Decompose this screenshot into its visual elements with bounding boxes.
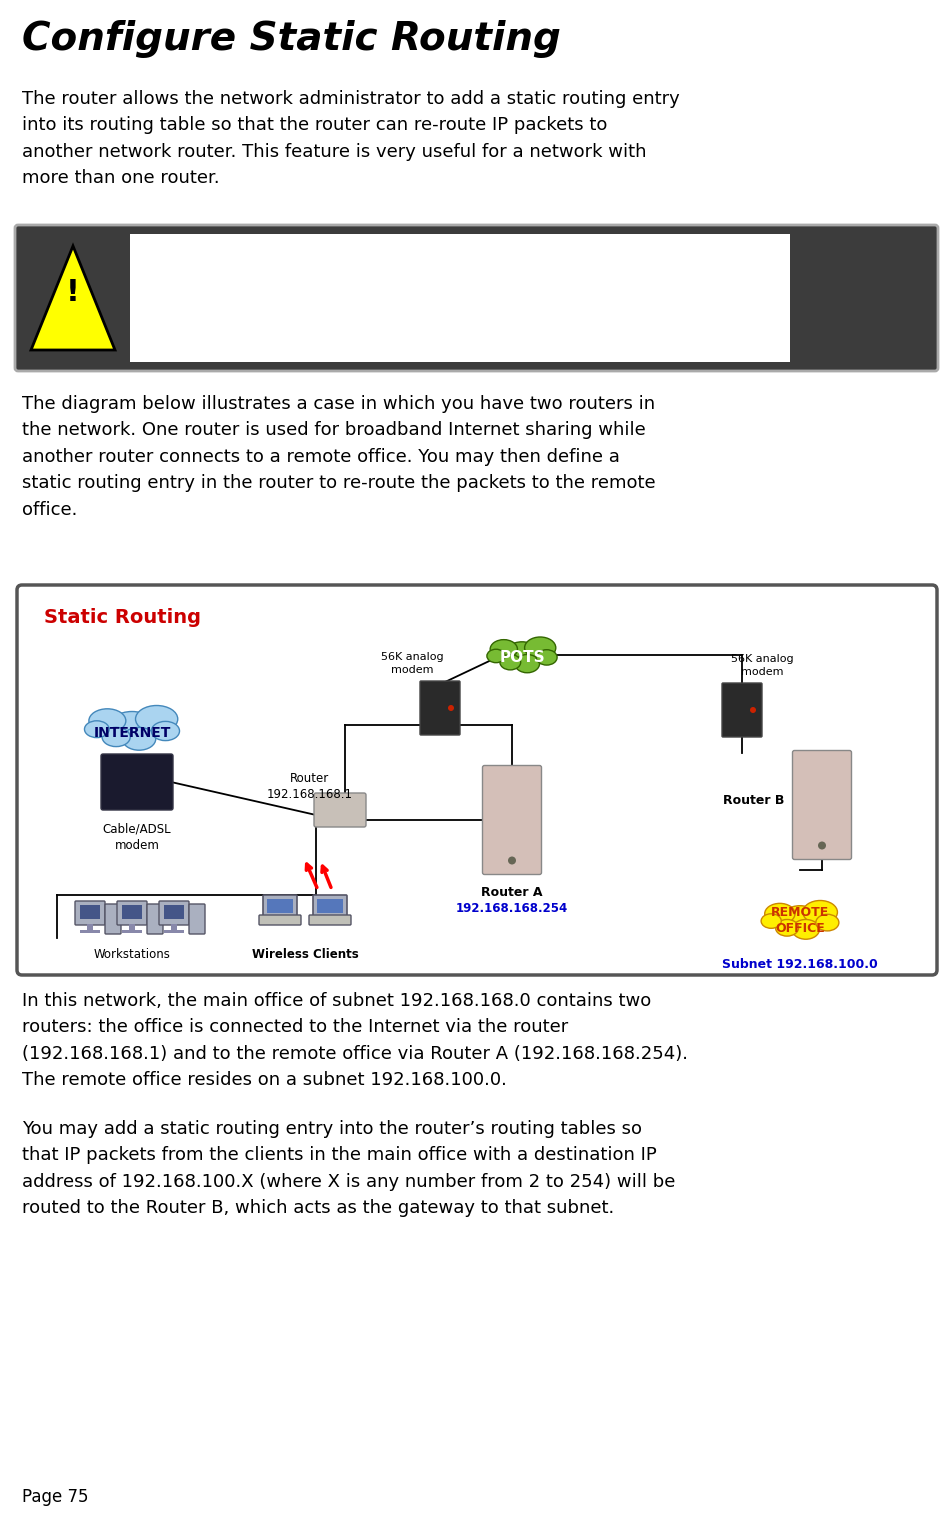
Text: The diagram below illustrates a case in which you have two routers in
the networ: The diagram below illustrates a case in …	[22, 395, 655, 519]
Polygon shape	[31, 246, 115, 351]
Ellipse shape	[500, 654, 520, 669]
FancyBboxPatch shape	[105, 905, 121, 934]
Text: Static Routing: Static Routing	[44, 609, 201, 627]
Ellipse shape	[780, 906, 819, 934]
Bar	[170, 924, 177, 931]
Text: POTS: POTS	[499, 651, 545, 665]
Ellipse shape	[536, 650, 557, 665]
Ellipse shape	[85, 721, 109, 738]
FancyBboxPatch shape	[188, 905, 205, 934]
Text: Router A: Router A	[481, 887, 543, 899]
FancyBboxPatch shape	[313, 792, 366, 827]
Text: Workstations: Workstations	[93, 949, 170, 961]
FancyBboxPatch shape	[482, 765, 541, 874]
Text: REMOTE
OFFICE: REMOTE OFFICE	[770, 906, 828, 935]
FancyBboxPatch shape	[308, 915, 350, 924]
Text: In this network, the main office of subnet 192.168.168.0 contains two
routers: t: In this network, the main office of subn…	[22, 991, 687, 1090]
Bar	[122, 905, 142, 918]
Bar	[129, 924, 135, 931]
Ellipse shape	[524, 638, 555, 659]
Ellipse shape	[135, 706, 178, 733]
Bar	[80, 905, 100, 918]
FancyBboxPatch shape	[15, 225, 937, 370]
FancyBboxPatch shape	[159, 902, 188, 924]
Circle shape	[507, 856, 515, 864]
FancyBboxPatch shape	[17, 584, 936, 975]
Text: Router B: Router B	[723, 794, 783, 806]
Ellipse shape	[504, 642, 540, 668]
Text: Subnet 192.168.100.0: Subnet 192.168.100.0	[722, 958, 877, 972]
Ellipse shape	[89, 709, 126, 733]
Text: 56K analog
modem: 56K analog modem	[380, 653, 443, 676]
Text: Wireless Clients: Wireless Clients	[251, 949, 358, 961]
Ellipse shape	[815, 914, 838, 931]
FancyBboxPatch shape	[117, 902, 147, 924]
Text: Configure Static Routing: Configure Static Routing	[22, 20, 561, 58]
Ellipse shape	[122, 727, 155, 750]
FancyBboxPatch shape	[75, 902, 105, 924]
FancyBboxPatch shape	[147, 905, 163, 934]
Ellipse shape	[761, 914, 781, 929]
Text: Page 75: Page 75	[22, 1488, 89, 1506]
FancyBboxPatch shape	[312, 896, 347, 917]
Text: Cable/ADSL
modem: Cable/ADSL modem	[103, 823, 171, 852]
FancyBboxPatch shape	[263, 896, 297, 917]
Ellipse shape	[775, 920, 798, 937]
FancyBboxPatch shape	[792, 750, 850, 859]
FancyBboxPatch shape	[420, 682, 460, 735]
Text: INTERNET: INTERNET	[93, 726, 170, 739]
Text: The router allows the network administrator to add a static routing entry
into i: The router allows the network administra…	[22, 90, 679, 187]
Ellipse shape	[791, 920, 819, 940]
Ellipse shape	[489, 639, 517, 659]
Ellipse shape	[486, 650, 505, 663]
Ellipse shape	[802, 900, 837, 924]
Ellipse shape	[102, 727, 130, 747]
Bar	[164, 905, 184, 918]
Bar	[267, 899, 292, 912]
Circle shape	[817, 841, 825, 850]
Text: !: !	[66, 278, 80, 307]
FancyBboxPatch shape	[722, 683, 762, 738]
Bar	[80, 931, 100, 934]
Bar	[164, 931, 184, 934]
Bar	[122, 931, 142, 934]
Text: You may add a static routing entry into the router’s routing tables so
that IP p: You may add a static routing entry into …	[22, 1120, 675, 1217]
Ellipse shape	[151, 721, 179, 741]
Bar	[317, 899, 343, 912]
Ellipse shape	[764, 903, 794, 924]
FancyBboxPatch shape	[101, 754, 173, 811]
Text: 192.168.168.254: 192.168.168.254	[455, 902, 567, 915]
Ellipse shape	[514, 654, 539, 672]
Ellipse shape	[108, 712, 156, 744]
FancyBboxPatch shape	[259, 915, 301, 924]
Text: 56K analog
modem: 56K analog modem	[730, 654, 792, 677]
Bar	[129, 234, 789, 361]
Circle shape	[749, 707, 755, 713]
Circle shape	[447, 704, 453, 710]
Bar	[87, 924, 93, 931]
Text: Router
192.168.168.1: Router 192.168.168.1	[267, 773, 352, 802]
